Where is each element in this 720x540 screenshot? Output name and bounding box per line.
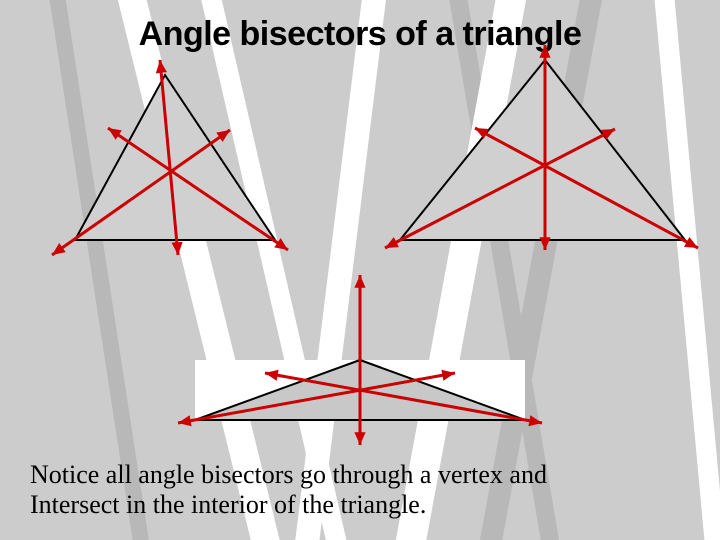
caption-line-1: Notice all angle bisectors go through a … — [30, 460, 547, 489]
caption-line-2: Intersect in the interior of the triangl… — [30, 490, 426, 519]
triangle-diagram-1 — [380, 45, 700, 255]
slide-caption: Notice all angle bisectors go through a … — [30, 460, 547, 520]
triangle-diagram-0 — [40, 60, 290, 260]
triangle-diagram-2 — [160, 265, 560, 465]
